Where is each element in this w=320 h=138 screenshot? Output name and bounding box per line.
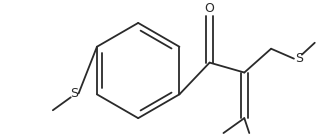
Text: S: S: [70, 87, 78, 100]
Text: S: S: [295, 52, 303, 65]
Text: O: O: [205, 2, 214, 14]
